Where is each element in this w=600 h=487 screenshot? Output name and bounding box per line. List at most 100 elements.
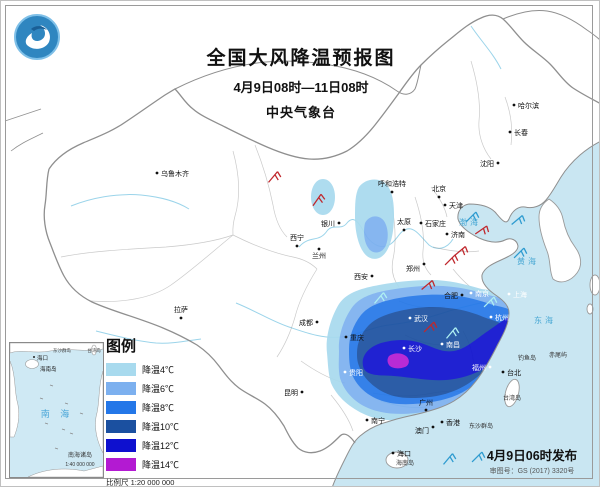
city-label: 台北 <box>507 368 521 377</box>
wind-barbs <box>268 171 528 465</box>
china-border-north <box>48 14 599 170</box>
legend: 图例 降温4℃ 降温6℃ 降温8℃ 降温10℃ 降温12℃ 降温14℃ 比例尺 1:20 … <box>106 335 201 486</box>
city-label: 哈尔滨 <box>518 101 539 110</box>
city-label: 郑州 <box>406 265 420 273</box>
city-label: 南京 <box>475 289 489 298</box>
city-杭州: 杭州 <box>489 313 509 322</box>
city-label: 乌鲁木齐 <box>161 169 189 178</box>
city-西宁: 西宁 <box>290 233 304 248</box>
city-label: 南宁 <box>371 416 385 425</box>
national-borders <box>4 10 599 454</box>
city-label: 澳门 <box>415 426 429 435</box>
city-dot <box>402 228 406 232</box>
city-澳门: 澳门 <box>415 425 435 435</box>
legend-scale: 比例尺 1:20 000 000 <box>106 477 201 486</box>
forecast-period: 4月9日08时—11日08时 <box>233 80 369 95</box>
wind-barb-icon <box>423 321 438 333</box>
city-北京: 北京 <box>432 184 446 199</box>
legend-swatch-14 <box>106 458 136 471</box>
city-南昌: 南昌 <box>440 340 460 349</box>
wind-barb-icon <box>513 247 528 259</box>
city-dot <box>179 316 183 320</box>
city-dot <box>337 221 341 225</box>
sea-label-黄海: 黄海 <box>517 256 539 266</box>
city-dot <box>317 247 321 251</box>
city-label: 福州 <box>472 363 486 372</box>
legend-title: 图例 <box>106 338 137 355</box>
city-合肥: 合肥 <box>444 291 464 300</box>
city-label: 长沙 <box>408 344 422 353</box>
island-label-赤尾屿: 赤尾屿 <box>549 351 567 359</box>
city-南京: 南京 <box>469 289 489 298</box>
wind-barb-icon <box>444 254 459 266</box>
inset-coast-north <box>9 342 104 354</box>
city-dot <box>419 221 423 225</box>
city-沈阳: 沈阳 <box>480 159 500 168</box>
city-长春: 长春 <box>508 128 528 137</box>
central-asia-borders <box>4 108 44 152</box>
city-label: 天津 <box>449 202 463 210</box>
city-dot <box>431 425 435 429</box>
inset-islets <box>39 384 84 450</box>
city-label: 海口 <box>397 449 411 458</box>
mongolia-border <box>174 60 422 95</box>
legend-label-4: 降温4℃ <box>142 365 175 375</box>
map-title: 全国大风降温预报图 <box>206 48 396 69</box>
title-block: 全国大风降温预报图 4月9日08时—11日08时 中央气象台 <box>1 43 599 121</box>
logo-dragon <box>31 26 47 31</box>
city-label: 济南 <box>451 230 465 239</box>
city-成都: 成都 <box>299 318 319 327</box>
korea-peninsula <box>538 198 582 283</box>
city-label: 北京 <box>432 184 446 193</box>
city-dot <box>512 103 516 107</box>
inset-label: 南海诸岛 <box>68 451 92 459</box>
city-dot <box>440 420 444 424</box>
city-太原: 太原 <box>397 217 411 232</box>
river-brahmaputra <box>95 330 202 344</box>
city-label: 沈阳 <box>480 159 494 168</box>
sea-over <box>332 141 599 486</box>
sea-label-东海: 东海 <box>534 315 556 325</box>
legend-label-8: 降温8℃ <box>142 403 175 413</box>
inset-coast-west <box>9 360 20 438</box>
legend-label-14: 降温14℃ <box>142 460 180 470</box>
wind-barb-icon <box>268 171 282 183</box>
logo-circle <box>15 15 59 59</box>
legend-item-6: 降温6℃ <box>106 379 201 398</box>
inset-label: 海南岛 <box>40 365 57 373</box>
city-label: 重庆 <box>350 333 364 342</box>
city-dot <box>344 335 348 339</box>
inset-label: 南 海 <box>41 408 74 419</box>
legend-swatch-10 <box>106 420 136 433</box>
agency-logo <box>14 14 60 60</box>
wind-barb-icon <box>465 211 480 223</box>
city-长沙: 长沙 <box>402 344 422 353</box>
china-border-west-south <box>43 168 356 454</box>
legend-item-14: 降温14℃ <box>106 455 201 474</box>
city-dot <box>300 390 304 394</box>
issue-time: 4月9日06时发布 <box>486 449 578 463</box>
city-dot <box>443 203 447 207</box>
city-dot <box>295 244 299 248</box>
city-dot <box>408 316 412 320</box>
city-label: 成都 <box>299 318 313 327</box>
map-approval-number: 审图号：GS (2017) 3320号 <box>489 468 575 475</box>
legend-item-10: 降温10℃ <box>106 417 201 436</box>
city-dot <box>390 190 394 194</box>
island-label-东沙群岛: 东沙群岛 <box>469 422 493 430</box>
inset-label: 台湾岛 <box>87 347 101 354</box>
city-石家庄: 石家庄 <box>419 219 446 228</box>
city-济南: 济南 <box>445 230 465 239</box>
city-天津: 天津 <box>443 202 463 210</box>
legend-item-8: 降温8℃ <box>106 398 201 417</box>
legend-item-12: 降温12℃ <box>106 436 201 455</box>
legend-swatch-12 <box>106 439 136 452</box>
city-昆明: 昆明 <box>284 389 304 397</box>
inset-label: 1:40 000 000 <box>65 462 94 468</box>
wind-barb-icon <box>483 296 498 308</box>
city-label: 西安 <box>354 272 368 281</box>
wind-barb-icon <box>374 292 388 304</box>
